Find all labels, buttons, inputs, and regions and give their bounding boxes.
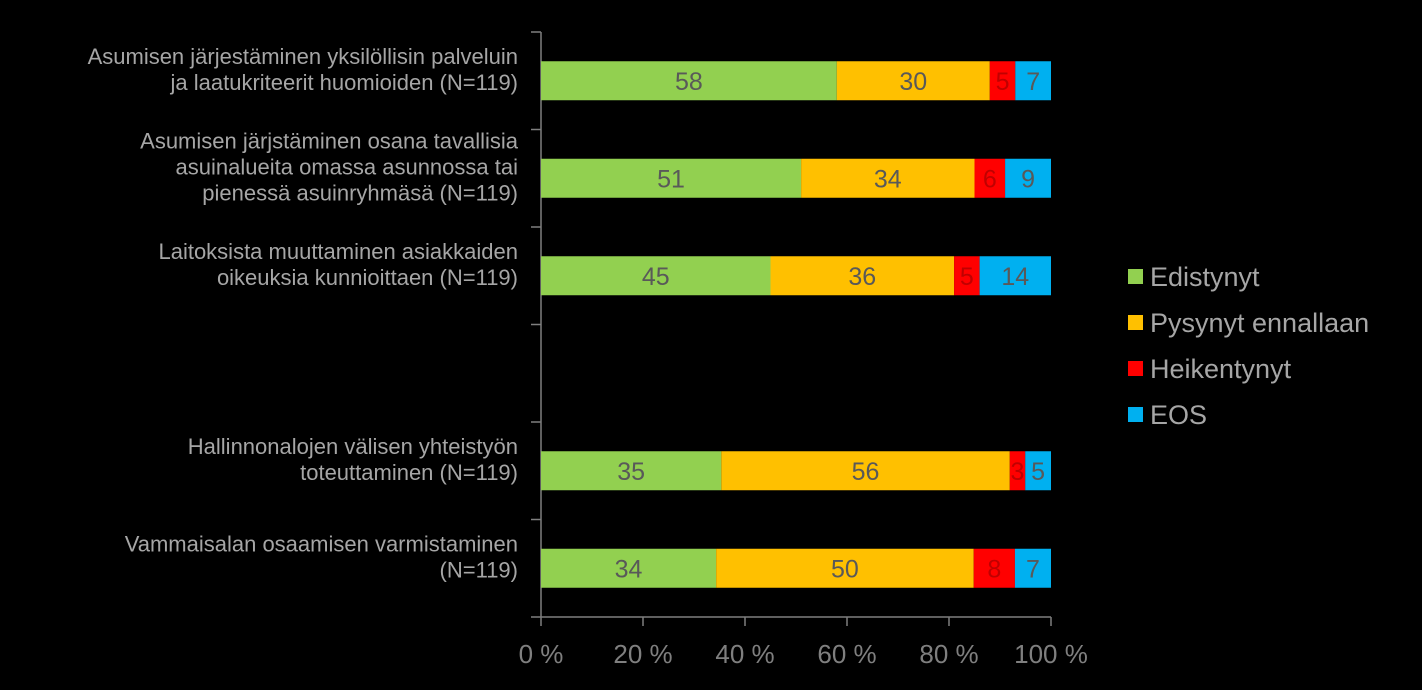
data-label: 34 [874, 165, 902, 193]
bar-segment [801, 158, 975, 198]
category-label-line: Laitoksista muuttaminen asiakkaiden [158, 239, 518, 264]
legend-swatch [1128, 361, 1143, 376]
data-label: 58 [675, 68, 703, 96]
data-label: 34 [615, 555, 643, 583]
legend-swatch [1128, 407, 1143, 422]
data-label: 45 [642, 263, 670, 291]
category-label: Laitoksista muuttaminen asiakkaiden oikeu… [158, 239, 518, 290]
bar-segment [721, 451, 1010, 491]
bar-segment [541, 548, 717, 588]
data-label: 8 [987, 555, 1001, 583]
category-label: Vammaisalan osaamisen varmistaminen (N=11… [125, 531, 518, 582]
bar-segment [541, 158, 802, 198]
axes [531, 31, 1052, 626]
category-labels: Asumisen järjestäminen yksilöllisin palv… [88, 44, 519, 583]
x-tick-labels: 0 % 20 % 40 % 60 % 80 % 100 % [519, 639, 1088, 669]
x-tick-label: 0 % [519, 639, 564, 669]
category-label-line: asuinalueita omassa asunnossa tai [176, 154, 518, 179]
category-label-line: Asumisen järjstäminen osana tavallisia [140, 128, 519, 153]
legend-swatch [1128, 315, 1143, 330]
data-label: 30 [899, 68, 927, 96]
data-label: 7 [1026, 68, 1040, 96]
bar-segment [541, 61, 837, 101]
bar-segment [1025, 451, 1051, 491]
data-label: 14 [1001, 263, 1029, 291]
bar-segment [541, 451, 722, 491]
data-label: 5 [960, 263, 974, 291]
category-label: Asumisen järjestäminen yksilöllisin palv… [88, 44, 518, 95]
category-label-line: ja laatukriteerit huomioiden (N=119) [170, 70, 519, 95]
legend: Edistynyt Pysynyt ennallaan Heikentynyt EOS [1128, 262, 1369, 430]
bar-segment [1005, 158, 1051, 198]
category-label-line: toteuttaminen (N=119) [300, 460, 518, 485]
legend-label: Pysynyt ennallaan [1150, 308, 1369, 338]
data-label: 7 [1026, 555, 1040, 583]
x-tick-label: 60 % [817, 639, 876, 669]
bar-segment [1015, 61, 1051, 101]
legend-label: Heikentynyt [1150, 354, 1292, 384]
category-label-line: Asumisen järjestäminen yksilöllisin palv… [88, 44, 518, 69]
legend-swatch [1128, 269, 1143, 284]
category-label-line: Vammaisalan osaamisen varmistaminen [125, 531, 518, 556]
x-tick-label: 80 % [919, 639, 978, 669]
data-label: 6 [983, 165, 997, 193]
bar-segment [770, 256, 955, 296]
category-label: Hallinnonalojen välisen yhteistyön toteut… [188, 434, 518, 485]
data-label: 3 [1011, 458, 1025, 486]
category-label-line: (N=119) [440, 557, 518, 582]
category-label-line: oikeuksia kunnioittaen (N=119) [217, 265, 518, 290]
data-label: 35 [617, 458, 645, 486]
bar-segment [954, 256, 980, 296]
data-label: 50 [831, 555, 859, 583]
x-tick-label: 20 % [613, 639, 672, 669]
data-label: 51 [657, 165, 685, 193]
category-label: Asumisen järjstäminen osana tavallisia as… [140, 128, 519, 205]
category-label-line: pienessä asuinryhmäsä (N=119) [202, 180, 518, 205]
bar-segment [1009, 451, 1026, 491]
data-label: 9 [1021, 165, 1035, 193]
bar-segment [541, 256, 771, 296]
data-label: 56 [852, 458, 880, 486]
category-label-line: Hallinnonalojen välisen yhteistyön [188, 434, 518, 459]
data-label: 5 [1031, 458, 1045, 486]
bar-segment [979, 256, 1051, 296]
x-tick-label: 100 % [1014, 639, 1088, 669]
data-label: 36 [848, 263, 876, 291]
bar-segment [989, 61, 1016, 101]
bar-segment [973, 548, 1015, 588]
bar-segment [716, 548, 974, 588]
bar-segment [974, 158, 1006, 198]
legend-label: Edistynyt [1150, 262, 1260, 292]
bar-segment [836, 61, 990, 101]
data-label: 5 [996, 68, 1010, 96]
x-tick-label: 40 % [715, 639, 774, 669]
legend-label: EOS [1150, 400, 1207, 430]
bar-segment [1014, 548, 1051, 588]
